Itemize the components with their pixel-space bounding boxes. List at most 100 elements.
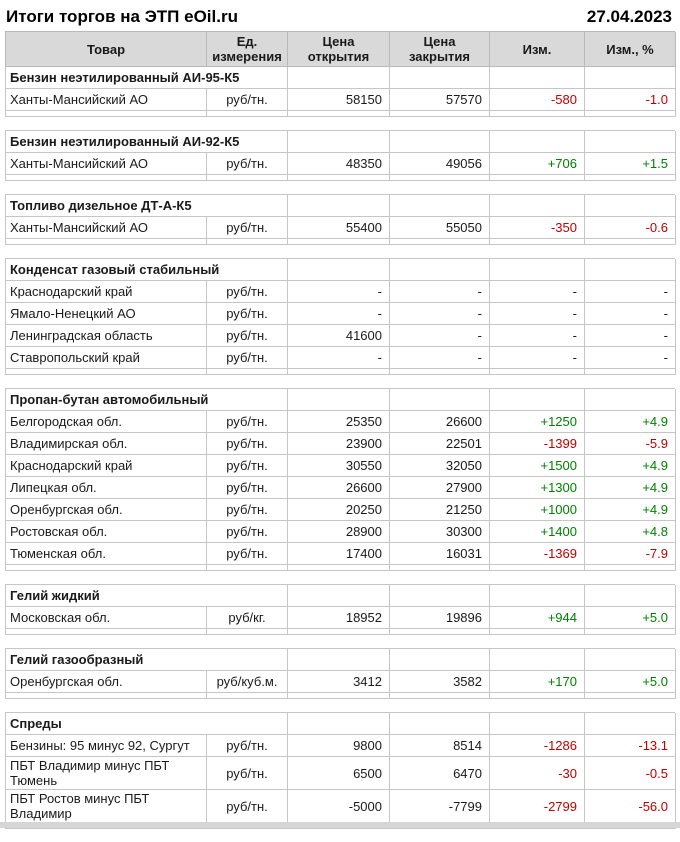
titlebar: Итоги торгов на ЭТП eOil.ru 27.04.2023	[0, 0, 680, 31]
table-row: Владимирская обл. руб/тн. 23900 22501 -1399-…	[6, 433, 676, 455]
change-cell: -30	[490, 757, 585, 790]
empty-cell	[390, 111, 490, 117]
change-cell: -	[490, 347, 585, 369]
open-price-cell: -	[288, 281, 390, 303]
section-title-row: Пропан-бутан автомобильный	[6, 389, 676, 411]
change-cell: +1000	[490, 499, 585, 521]
open-price-cell: 58150	[288, 89, 390, 111]
spacer-row	[6, 175, 676, 181]
unit-cell: руб/тн.	[207, 543, 288, 565]
column-header-unit: Ед. измерения	[207, 32, 288, 67]
section-block: Гелий газообразный Оренбургская обл. руб/к…	[5, 648, 676, 699]
section-gap	[5, 699, 675, 712]
close-price-cell: 49056	[390, 153, 490, 175]
empty-cell	[390, 67, 490, 89]
change-pct-cell: +1.5	[585, 153, 676, 175]
empty-cell	[288, 585, 390, 607]
product-region-cell: Липецкая обл.	[6, 477, 207, 499]
empty-cell	[207, 629, 288, 635]
empty-cell	[288, 259, 390, 281]
open-price-cell: 26600	[288, 477, 390, 499]
change-pct-cell: -7.9	[585, 543, 676, 565]
section-block: Бензин неэтилированный АИ-95-К5 Ханты-Ман…	[5, 67, 676, 117]
unit-cell: руб/тн.	[207, 499, 288, 521]
change-cell: -2799	[490, 790, 585, 823]
empty-cell	[390, 693, 490, 699]
close-price-cell: 30300	[390, 521, 490, 543]
close-price-cell: 16031	[390, 543, 490, 565]
empty-cell	[288, 175, 390, 181]
section-gap	[5, 375, 675, 388]
table-row: Оренбургская обл. руб/тн. 20250 21250 +1000 +…	[6, 499, 676, 521]
product-region-cell: Ставропольский край	[6, 347, 207, 369]
change-pct-cell: -	[585, 325, 676, 347]
empty-cell	[288, 111, 390, 117]
change-pct-cell: +5.0	[585, 671, 676, 693]
product-region-cell: Краснодарский край	[6, 455, 207, 477]
empty-cell	[390, 649, 490, 671]
empty-cell	[490, 111, 585, 117]
section-title: Бензин неэтилированный АИ-92-К5	[6, 131, 288, 153]
change-cell: +1500	[490, 455, 585, 477]
change-cell: -	[490, 281, 585, 303]
change-cell: +1400	[490, 521, 585, 543]
empty-cell	[207, 565, 288, 571]
product-region-cell: Ямало-Ненецкий АО	[6, 303, 207, 325]
horizontal-scrollbar[interactable]	[0, 822, 680, 828]
empty-cell	[6, 175, 207, 181]
open-price-cell: -5000	[288, 790, 390, 823]
empty-cell	[390, 713, 490, 735]
empty-cell	[585, 259, 676, 281]
open-price-cell: 41600	[288, 325, 390, 347]
open-price-cell: 25350	[288, 411, 390, 433]
empty-cell	[207, 693, 288, 699]
table-row: Ставропольский край руб/тн. - - - -	[6, 347, 676, 369]
unit-cell: руб/тн.	[207, 347, 288, 369]
empty-cell	[585, 585, 676, 607]
change-pct-cell: -56.0	[585, 790, 676, 823]
open-price-cell: 17400	[288, 543, 390, 565]
unit-cell: руб/тн.	[207, 735, 288, 757]
section-title-row: Гелий жидкий	[6, 585, 676, 607]
empty-cell	[490, 259, 585, 281]
change-cell: +706	[490, 153, 585, 175]
table-row: Краснодарский край руб/тн. - - - -	[6, 281, 676, 303]
unit-cell: руб/тн.	[207, 411, 288, 433]
empty-cell	[390, 389, 490, 411]
column-header-open-price: Цена открытия	[288, 32, 390, 67]
change-cell: -	[490, 303, 585, 325]
table-row: ПБТ Владимир минус ПБТ Тюмень руб/тн. 6500…	[6, 757, 676, 790]
table-row: ПБТ Ростов минус ПБТ Владимир руб/тн. -500…	[6, 790, 676, 823]
close-price-cell: 22501	[390, 433, 490, 455]
empty-cell	[288, 389, 390, 411]
unit-cell: руб/тн.	[207, 325, 288, 347]
table-row: Краснодарский край руб/тн. 30550 32050 +1500…	[6, 455, 676, 477]
change-pct-cell: +4.8	[585, 521, 676, 543]
empty-cell	[6, 565, 207, 571]
open-price-cell: 18952	[288, 607, 390, 629]
empty-cell	[585, 111, 676, 117]
empty-cell	[390, 195, 490, 217]
empty-cell	[288, 67, 390, 89]
open-price-cell: 3412	[288, 671, 390, 693]
empty-cell	[6, 239, 207, 245]
change-pct-cell: +4.9	[585, 477, 676, 499]
close-price-cell: 3582	[390, 671, 490, 693]
change-pct-cell: -	[585, 281, 676, 303]
table-row: Ямало-Ненецкий АО руб/тн. - - - -	[6, 303, 676, 325]
product-region-cell: ПБТ Владимир минус ПБТ Тюмень	[6, 757, 207, 790]
close-price-cell: -	[390, 347, 490, 369]
empty-cell	[585, 67, 676, 89]
spacer-row	[6, 629, 676, 635]
table-row: Белгородская обл. руб/тн. 25350 26600 +1250 +…	[6, 411, 676, 433]
empty-cell	[490, 693, 585, 699]
empty-cell	[585, 195, 676, 217]
empty-cell	[585, 131, 676, 153]
change-pct-cell: +4.9	[585, 455, 676, 477]
empty-cell	[288, 239, 390, 245]
unit-cell: руб/кг.	[207, 607, 288, 629]
empty-cell	[585, 629, 676, 635]
product-region-cell: Ханты-Мансийский АО	[6, 89, 207, 111]
section-title: Пропан-бутан автомобильный	[6, 389, 288, 411]
